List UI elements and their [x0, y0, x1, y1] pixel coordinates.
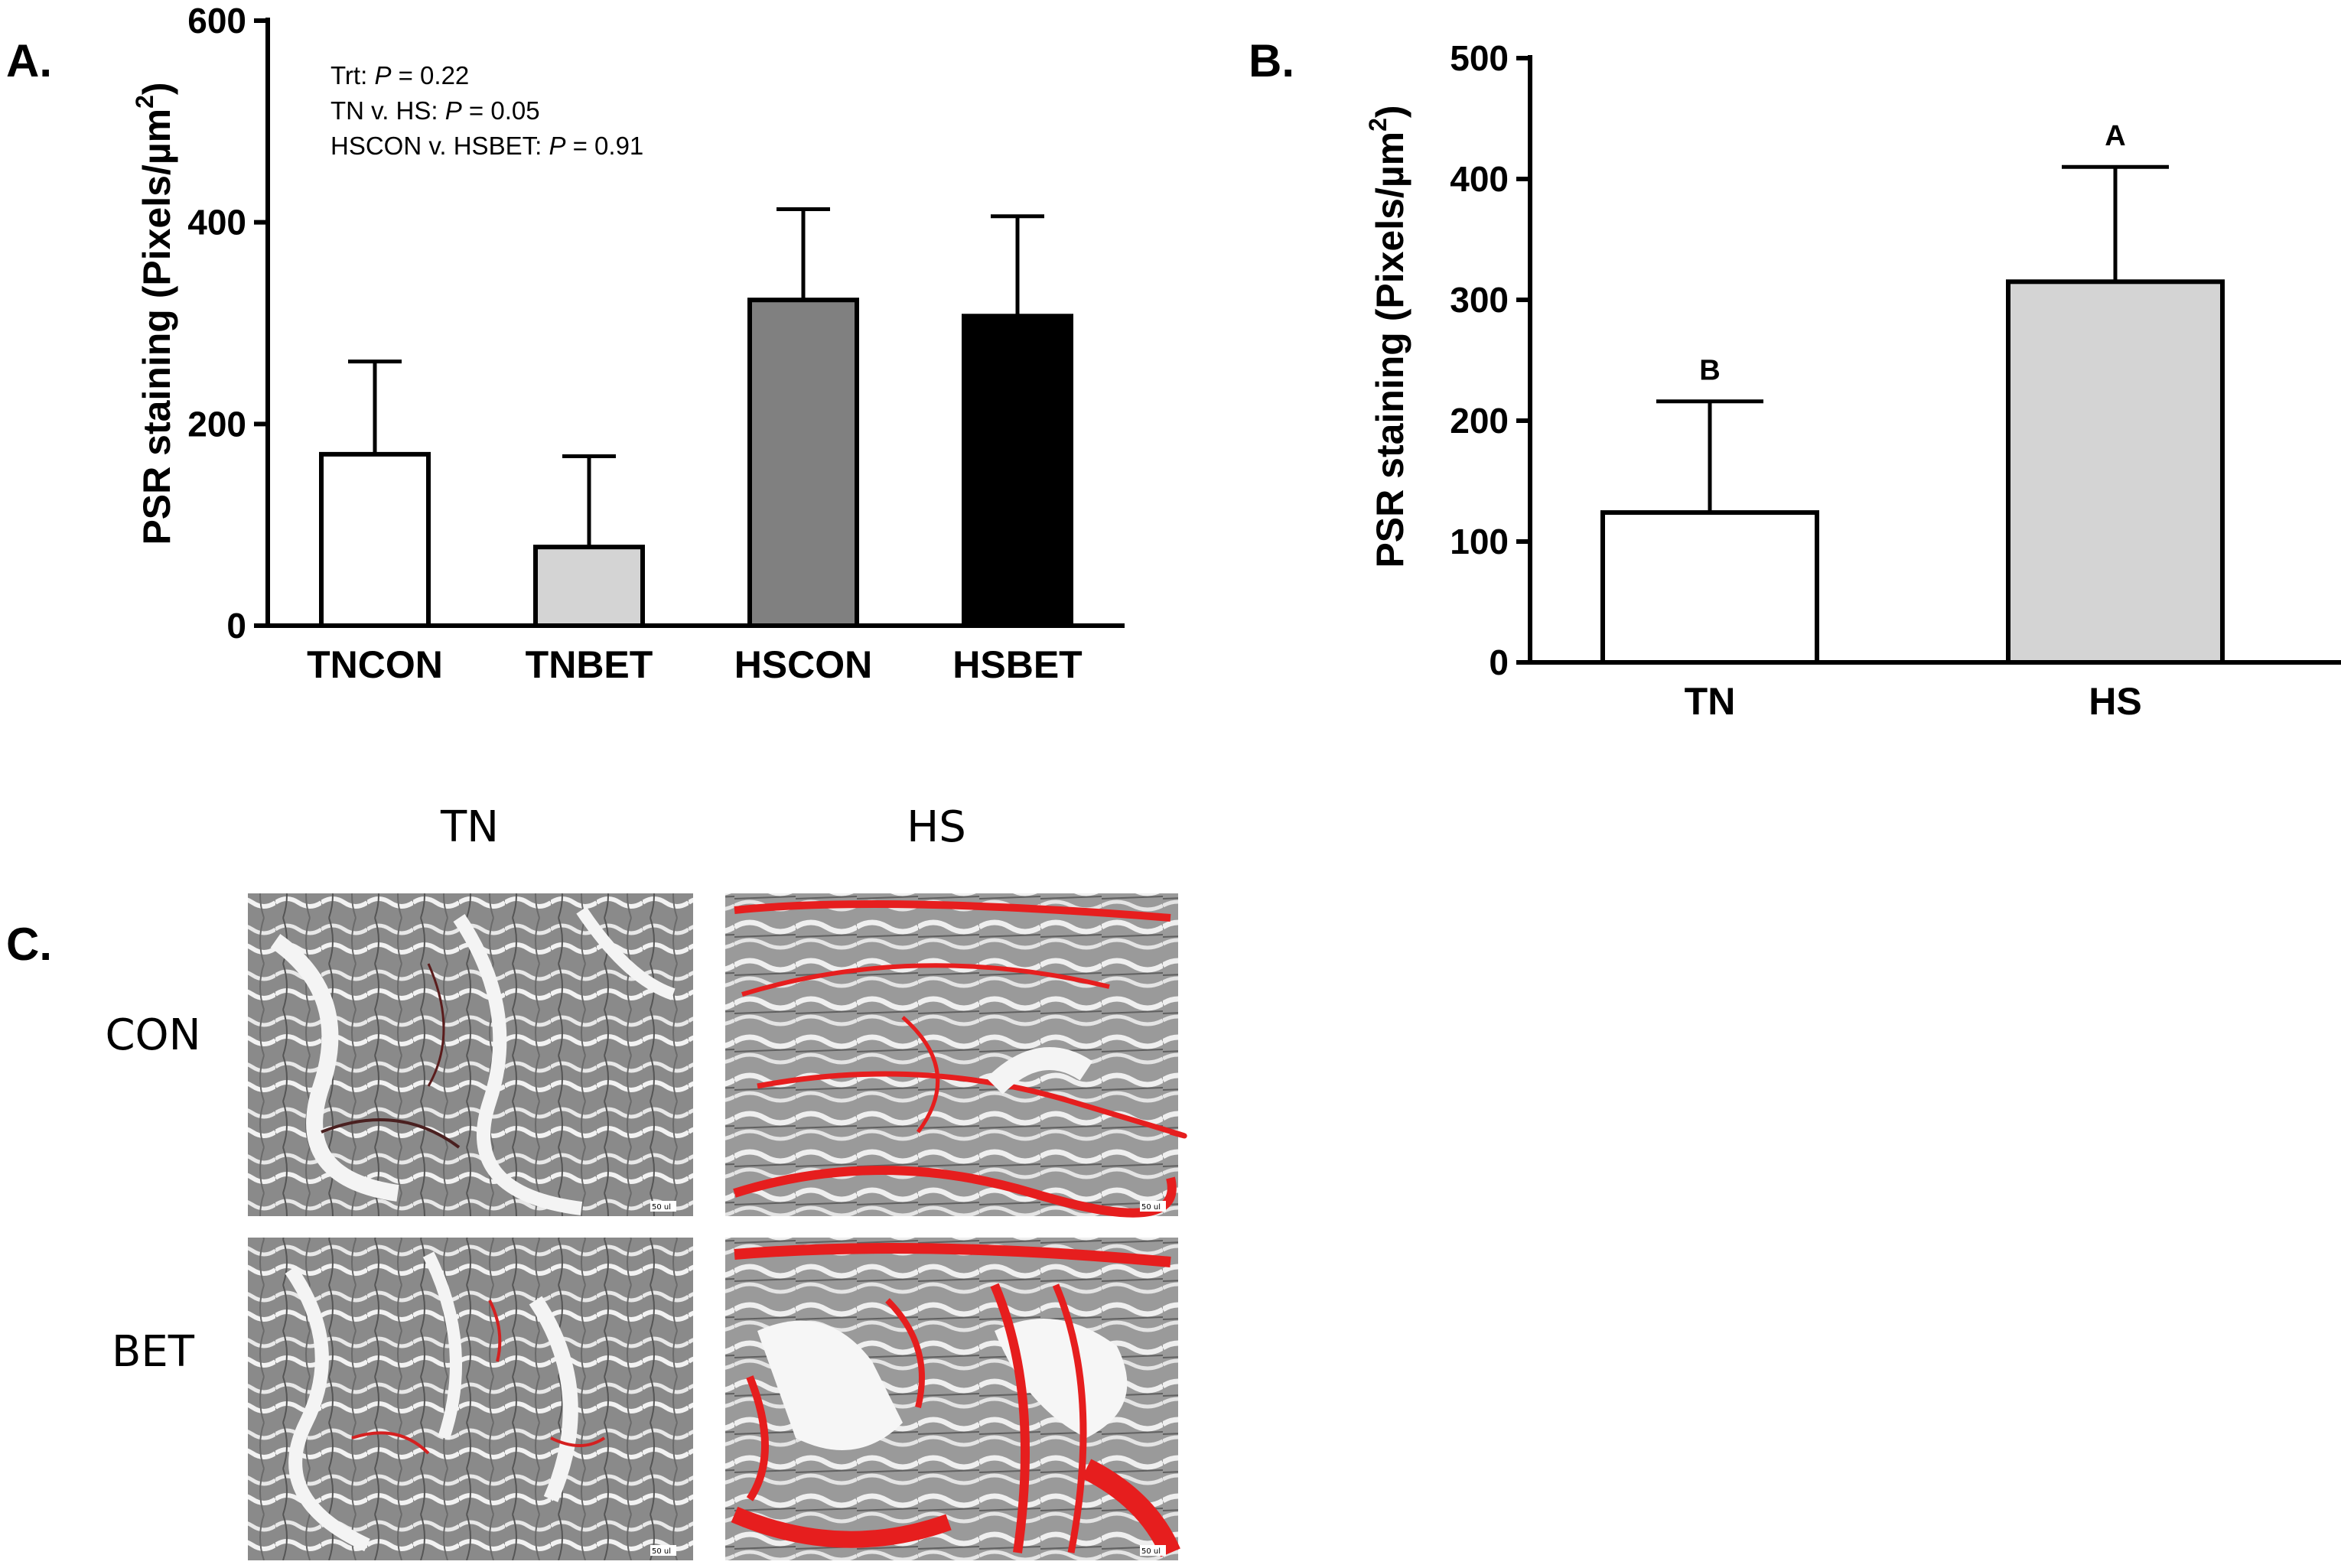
bar-hs [2006, 279, 2225, 665]
x-tick-label: TNCON [307, 643, 443, 686]
y-tick-label: 500 [1450, 38, 1509, 78]
row-label-con: CON [105, 1010, 200, 1060]
y-tick-label: 200 [1450, 401, 1509, 441]
annotation-trt: Trt: P = 0.22 [330, 61, 469, 89]
scale-bar-label: 50 ul [1141, 1547, 1161, 1556]
column-label-tn: TN [440, 802, 499, 852]
x-tick-label: TN [1685, 680, 1736, 723]
panel-a-stat-annotations: Trt: P = 0.22 TN v. HS: P = 0.05 HSCON v… [330, 61, 643, 160]
panel-c: C. TN HS CON BET 50 ul 50 ul [6, 802, 1187, 1560]
panel-b-y-axis-label: PSR staining (Pixels/µm2) [1364, 105, 1411, 568]
scale-bar-label: 50 ul [1141, 1203, 1161, 1212]
panel-c-letter: C. [6, 919, 52, 970]
scale-bar-label: 50 ul [652, 1203, 671, 1212]
x-tick-label: HSCON [734, 643, 873, 686]
bar-hsbet [962, 314, 1073, 628]
bar-tnbet [533, 545, 645, 628]
column-label-hs: HS [907, 802, 966, 852]
micrograph-hs-bet: 50 ul [725, 1238, 1180, 1560]
bar-tn [1600, 510, 1819, 665]
x-tick-label: HSBET [952, 643, 1082, 686]
y-tick-label: 0 [1489, 642, 1509, 682]
panel-a-letter: A. [6, 35, 52, 86]
panel-b-letter: B. [1249, 35, 1294, 86]
annotation-hscon-v-hsbet: HSCON v. HSBET: P = 0.91 [330, 132, 643, 160]
scale-bar-label: 50 ul [652, 1547, 671, 1556]
micrograph-tn-con: 50 ul [248, 893, 693, 1216]
significance-letter: B [1699, 355, 1720, 387]
panel-a-y-axis-label: PSR staining (Pixels/µm2) [131, 82, 178, 545]
y-tick-label: 400 [187, 203, 246, 242]
y-tick-label: 100 [1450, 522, 1509, 561]
y-tick-label: 600 [187, 1, 246, 41]
bar-tncon [319, 451, 431, 629]
micrograph-tn-bet: 50 ul [248, 1238, 693, 1560]
micrograph-hs-con: 50 ul [725, 893, 1187, 1218]
panel-b-chart: 0 100 200 300 400 500 TN B HS A [1450, 38, 2341, 723]
x-tick-label: HS [2089, 680, 2141, 723]
y-tick-label: 200 [187, 404, 246, 444]
panel-a-chart: 0 200 400 600 TNCON TNBET HSCON HSBET [187, 1, 1125, 686]
row-label-bet: BET [112, 1327, 195, 1377]
y-tick-label: 0 [226, 606, 246, 646]
significance-letter: A [2105, 120, 2125, 152]
x-tick-label: TNBET [526, 643, 653, 686]
annotation-tn-v-hs: TN v. HS: P = 0.05 [330, 96, 540, 125]
y-tick-label: 300 [1450, 280, 1509, 320]
panel-b: B. PSR staining (Pixels/µm2) 0 100 200 300 4… [1249, 35, 2341, 723]
panel-a: A. PSR staining (Pixels/µm2) Trt: P = 0.… [6, 1, 1125, 686]
y-tick-label: 400 [1450, 159, 1509, 199]
bar-hscon [747, 298, 859, 628]
